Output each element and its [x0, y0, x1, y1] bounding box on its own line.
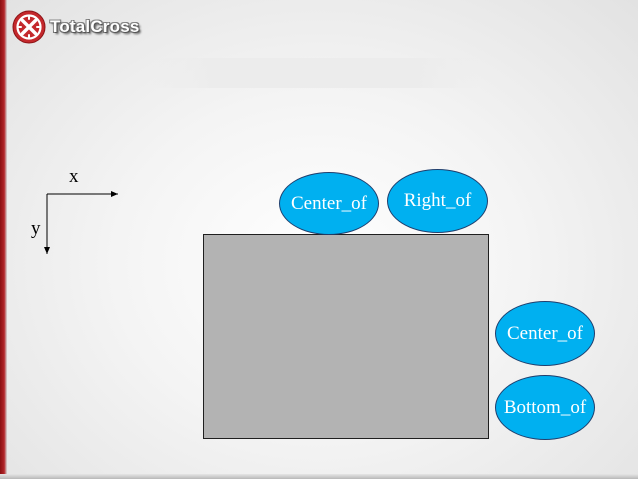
- y-axis-label: y: [31, 218, 41, 239]
- logo: TotalCross: [12, 10, 140, 44]
- ellipse-label: Center_of: [507, 322, 583, 344]
- left-edge-bar: [0, 0, 7, 479]
- ellipse-label: Bottom_of: [503, 396, 587, 418]
- reference-rectangle: [203, 234, 489, 439]
- ellipse-label: Right_of: [403, 190, 472, 211]
- ellipse-bottom-of: Bottom_of: [495, 375, 595, 440]
- logo-text: TotalCross: [50, 17, 140, 36]
- ellipse-label: Center_of: [291, 192, 367, 214]
- totalcross-logo-icon: [12, 10, 46, 44]
- title-band: [150, 58, 480, 88]
- ellipse-center-of-top: Center_of: [279, 172, 379, 235]
- bottom-edge-line: [0, 474, 638, 479]
- ellipse-center-of-right: Center_of: [495, 301, 595, 366]
- x-axis-label: x: [69, 166, 79, 187]
- ellipse-right-of: Right_of: [387, 169, 488, 233]
